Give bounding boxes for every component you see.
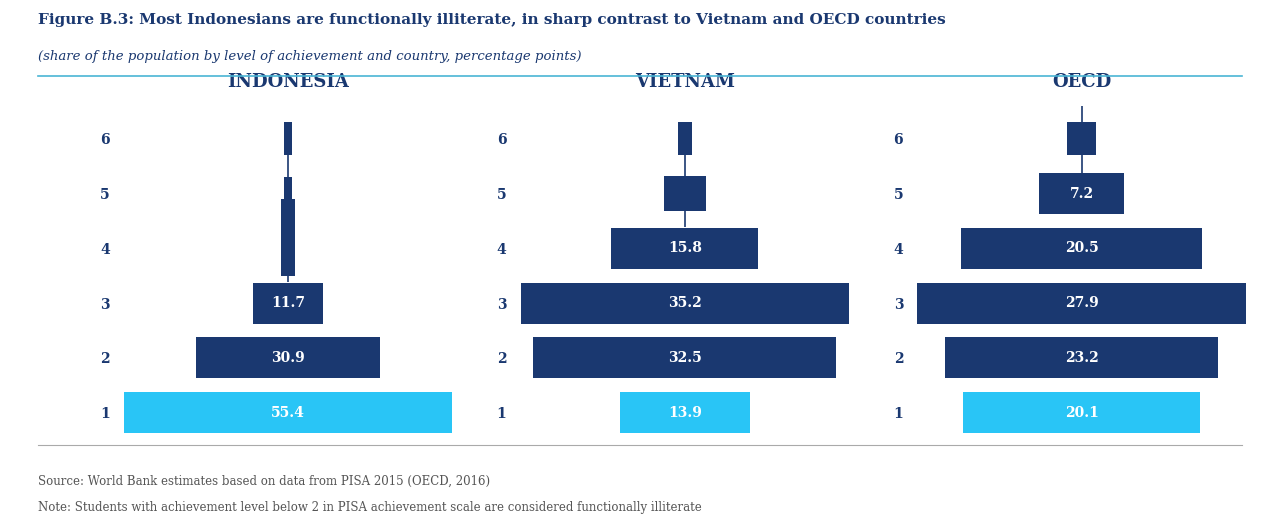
Title: VIETNAM: VIETNAM: [635, 73, 735, 91]
Bar: [1068, 122, 1096, 155]
Bar: [124, 392, 452, 433]
Bar: [961, 228, 1202, 269]
Text: 35.2: 35.2: [668, 296, 701, 310]
Text: 7.2: 7.2: [1070, 187, 1093, 200]
Bar: [253, 282, 323, 324]
Bar: [945, 337, 1219, 378]
Title: INDONESIA: INDONESIA: [227, 73, 349, 91]
Bar: [611, 228, 759, 269]
Bar: [664, 177, 705, 210]
Text: 27.9: 27.9: [1065, 296, 1098, 310]
Text: Source: World Bank estimates based on data from PISA 2015 (OECD, 2016): Source: World Bank estimates based on da…: [38, 474, 490, 487]
Title: OECD: OECD: [1052, 73, 1111, 91]
Bar: [282, 232, 294, 265]
Text: 55.4: 55.4: [271, 406, 305, 419]
Bar: [1039, 173, 1124, 214]
Bar: [918, 282, 1245, 324]
Text: 13.9: 13.9: [668, 406, 701, 419]
Text: 11.7: 11.7: [271, 296, 305, 310]
Bar: [964, 392, 1199, 433]
Bar: [284, 122, 292, 155]
Bar: [664, 175, 705, 211]
Text: 15.8: 15.8: [668, 241, 701, 255]
Bar: [521, 282, 849, 324]
Bar: [620, 392, 750, 433]
Text: 20.5: 20.5: [1065, 241, 1098, 255]
Bar: [282, 199, 294, 276]
Text: 32.5: 32.5: [668, 351, 701, 365]
Bar: [196, 337, 380, 378]
Text: (share of the population by level of achievement and country, percentage points): (share of the population by level of ach…: [38, 50, 582, 63]
Text: 23.2: 23.2: [1065, 351, 1098, 365]
Text: Figure B.3: Most Indonesians are functionally illiterate, in sharp contrast to V: Figure B.3: Most Indonesians are functio…: [38, 13, 946, 27]
Text: Note: Students with achievement level below 2 in PISA achievement scale are cons: Note: Students with achievement level be…: [38, 501, 703, 514]
Bar: [284, 177, 292, 210]
Bar: [678, 122, 691, 155]
Bar: [534, 337, 836, 378]
Text: 30.9: 30.9: [271, 351, 305, 365]
Text: 20.1: 20.1: [1065, 406, 1098, 419]
